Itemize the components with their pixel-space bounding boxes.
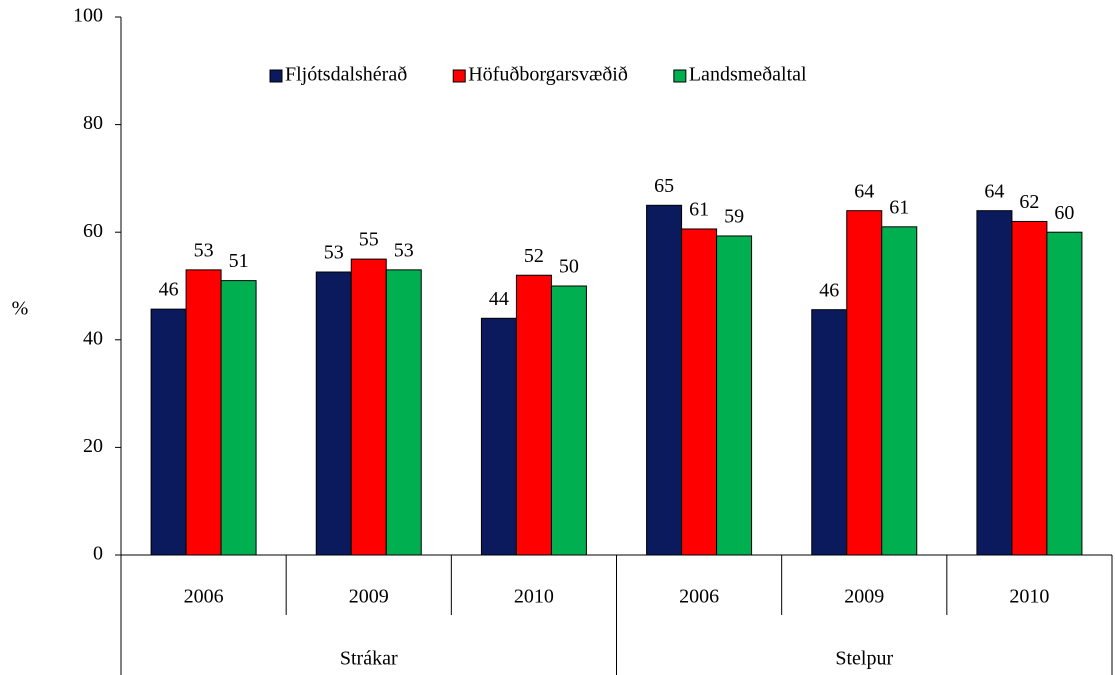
bar: [185, 269, 222, 556]
data-label: 62: [1019, 191, 1039, 213]
data-label: 64: [854, 180, 874, 202]
bar: [220, 280, 257, 556]
bar: [881, 226, 918, 556]
data-label: 51: [229, 250, 249, 272]
data-label: 44: [489, 288, 509, 310]
bar: [385, 269, 422, 556]
bar: [846, 210, 883, 556]
y-tick-label: 100: [73, 5, 103, 27]
y-axis-label: %: [12, 298, 29, 320]
bar: [150, 308, 187, 556]
bar: [976, 210, 1013, 556]
bar: [1046, 231, 1083, 556]
bar: [646, 204, 683, 556]
y-tick-label: 20: [83, 435, 103, 457]
y-tick-label: 80: [83, 112, 103, 134]
data-label: 60: [1054, 202, 1074, 224]
legend-label: Landsmeðaltal: [689, 64, 807, 86]
bar: [515, 274, 552, 556]
data-label: 53: [394, 239, 414, 261]
x-tick-label: 2006: [184, 586, 224, 608]
x-tick-label: 2010: [1009, 586, 1049, 608]
bar: [550, 285, 587, 556]
bar: [315, 271, 352, 556]
data-label: 65: [654, 175, 674, 197]
y-tick-label: 0: [93, 543, 103, 565]
x-tick-label: 2010: [514, 586, 554, 608]
bar: [811, 309, 848, 556]
bar: [716, 235, 753, 556]
data-label: 55: [359, 229, 379, 251]
y-tick-label: 40: [83, 327, 103, 349]
data-label: 53: [194, 239, 214, 261]
legend-label: Fljótsdalshérað: [285, 64, 407, 86]
bar: [350, 258, 387, 556]
legend-swatch: [269, 69, 283, 83]
x-tick-label: 2009: [349, 586, 389, 608]
x-tick-label: 2009: [844, 586, 884, 608]
y-tick-label: 60: [83, 220, 103, 242]
data-label: 59: [724, 206, 744, 228]
legend-swatch: [452, 69, 466, 83]
legend-swatch: [673, 69, 687, 83]
data-label: 64: [984, 180, 1004, 202]
bar: [1011, 220, 1048, 556]
bar: [480, 317, 517, 556]
data-label: 50: [559, 256, 579, 278]
group-label: Strákar: [340, 648, 398, 670]
group-label: Stelpur: [835, 648, 893, 670]
data-label: 61: [689, 199, 709, 221]
data-label: 46: [159, 279, 179, 301]
data-label: 61: [889, 196, 909, 218]
bar: [681, 228, 718, 556]
data-label: 53: [324, 242, 344, 264]
data-label: 46: [819, 279, 839, 301]
x-tick-label: 2006: [679, 586, 719, 608]
data-label: 52: [524, 245, 544, 267]
legend-label: Höfuðborgarsvæðið: [468, 64, 628, 86]
